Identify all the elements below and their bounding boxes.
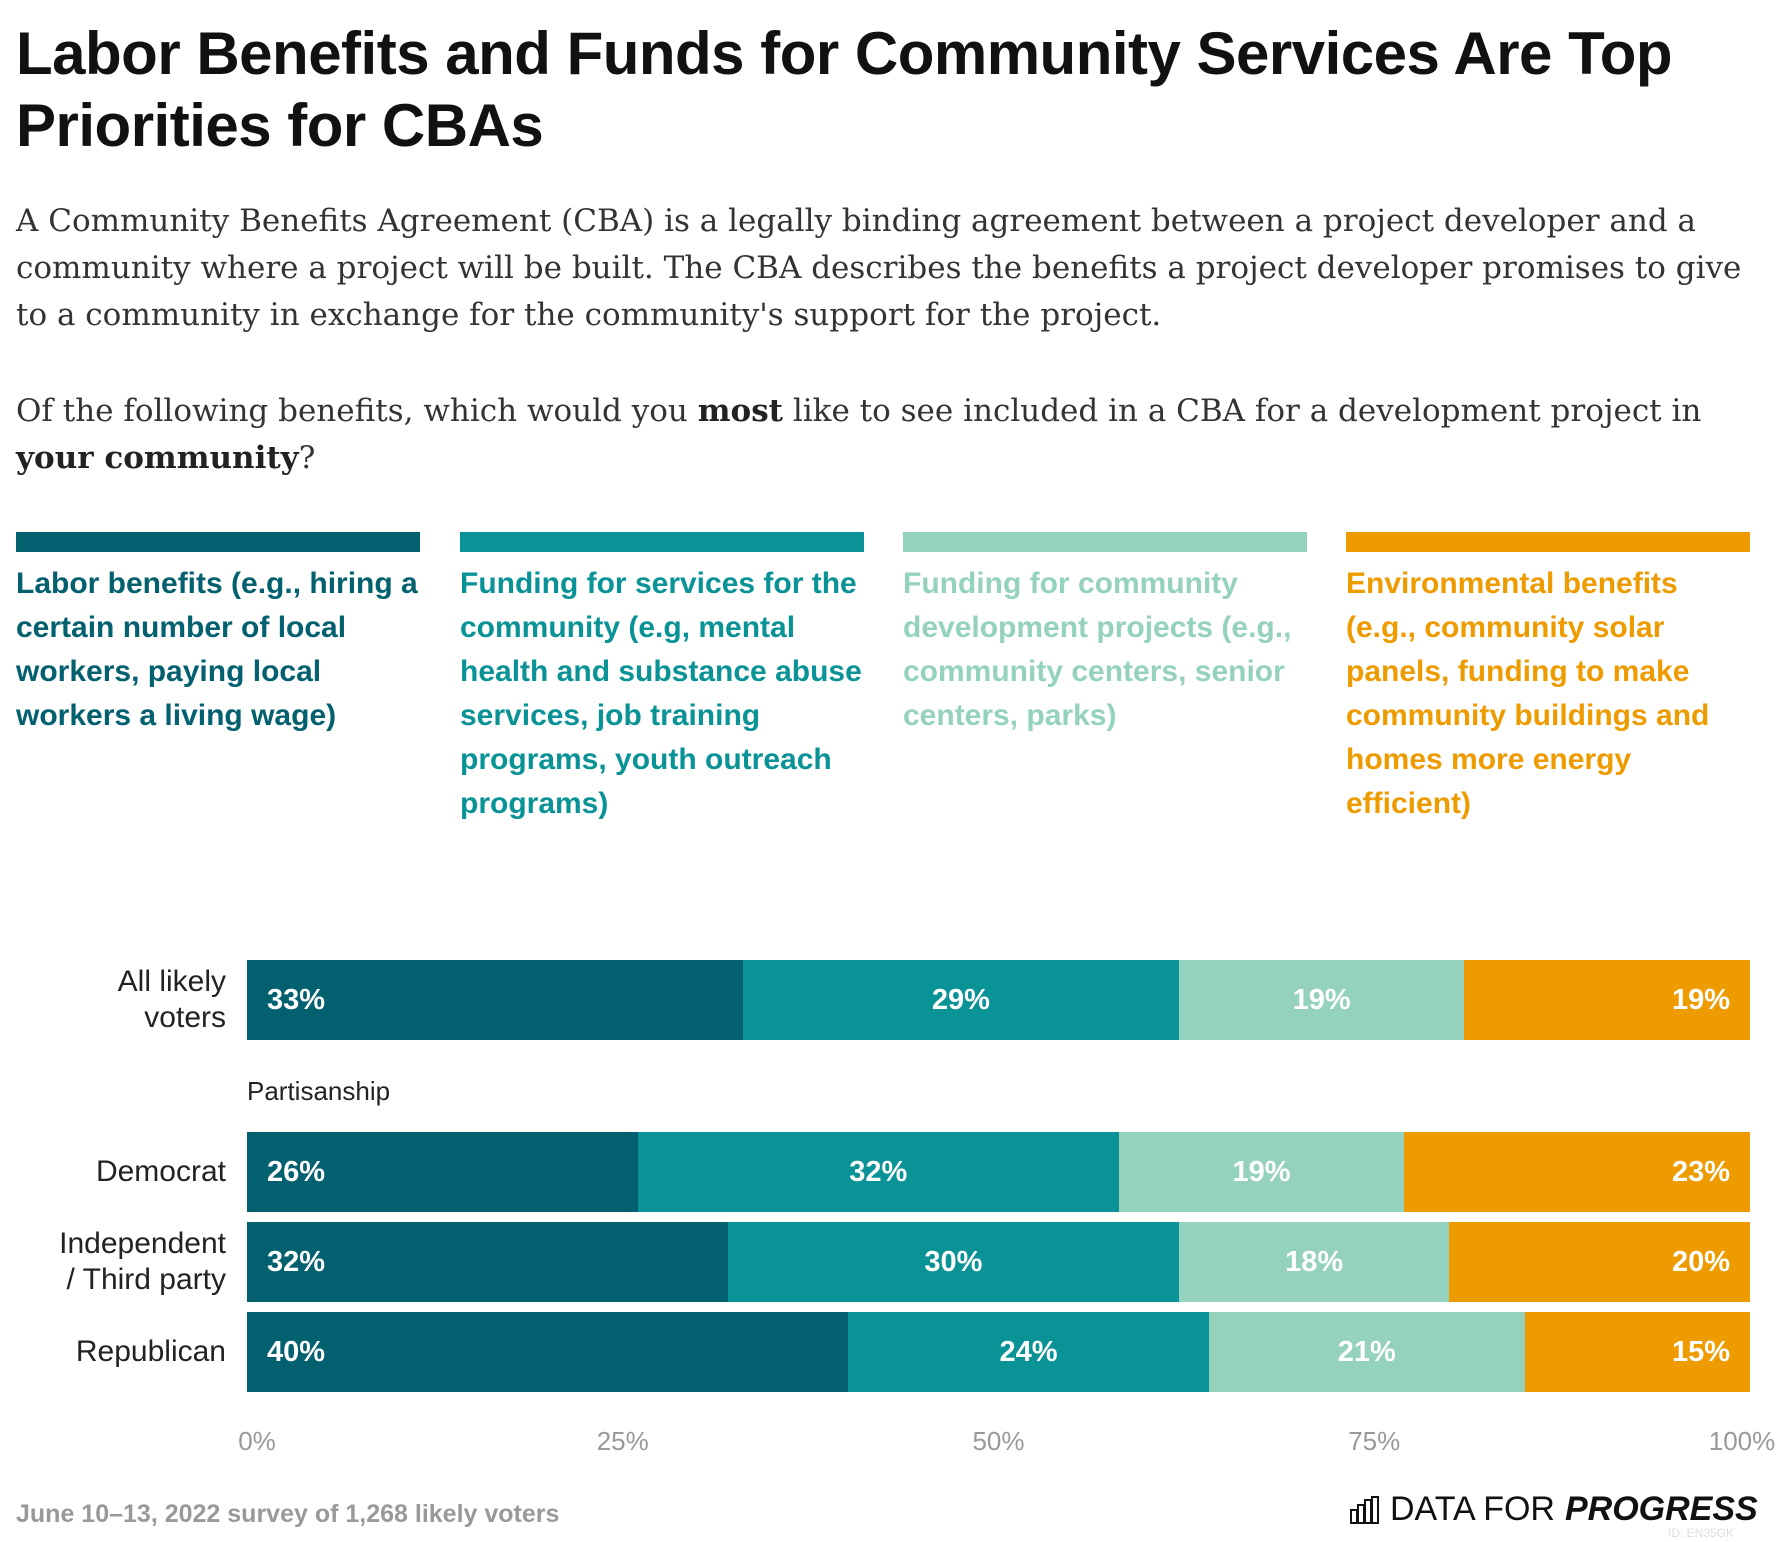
- bar-segment: [848, 1312, 1210, 1392]
- data-for-progress-logo: DATA FOR PROGRESS: [1350, 1490, 1758, 1529]
- bar-segment: [1404, 1132, 1751, 1212]
- legend-item: Funding for community development projec…: [903, 532, 1307, 738]
- bar-segment: [637, 1132, 1120, 1212]
- group-label: Partisanship: [247, 1076, 391, 1106]
- bar-segment: [742, 960, 1180, 1040]
- logo-text: DATA FOR: [1390, 1490, 1555, 1528]
- legend-item: Environmental benefits (e.g., community …: [1346, 532, 1750, 826]
- x-tick-label: 25%: [596, 1426, 649, 1456]
- bar-chart-icon: [1350, 1495, 1379, 1524]
- data-label: 29%: [931, 984, 990, 1016]
- x-tick-label: 0%: [238, 1426, 276, 1456]
- data-label: 20%: [1671, 1246, 1730, 1278]
- data-label: 19%: [1232, 1156, 1291, 1188]
- bar-segment: [1178, 960, 1465, 1040]
- x-tick-label: 50%: [972, 1426, 1025, 1456]
- bar-segment: [727, 1222, 1180, 1302]
- source-note: June 10–13, 2022 survey of 1,268 likely …: [16, 1500, 560, 1528]
- data-label: 33%: [267, 984, 326, 1016]
- chart-id: ID: EN35GK: [1668, 1526, 1735, 1540]
- data-label: 32%: [849, 1156, 908, 1188]
- data-label: 23%: [1671, 1156, 1730, 1188]
- category-label: All likely voters: [117, 965, 226, 1034]
- bar-segment: [1449, 1222, 1751, 1302]
- legend-swatch: [16, 532, 420, 552]
- data-label: 19%: [1292, 984, 1351, 1016]
- legend-swatch: [460, 532, 864, 552]
- category-label: Democrat: [95, 1155, 226, 1188]
- legend-item: Funding for services for the community (…: [460, 532, 864, 826]
- survey-question: Of the following benefits, which would y…: [16, 388, 1776, 482]
- legend-label: Labor benefits (e.g., hiring a certain n…: [16, 567, 418, 732]
- data-label: 19%: [1671, 984, 1730, 1016]
- question-text: Of the following benefits, which would y…: [16, 393, 698, 429]
- category-label: Independent / Third party: [59, 1227, 226, 1296]
- bar-segment: [247, 1312, 849, 1392]
- bar-segment: [1208, 1312, 1526, 1392]
- bar-segment: [1178, 1222, 1450, 1302]
- legend-label: Environmental benefits (e.g., community …: [1346, 567, 1710, 820]
- legend-swatch: [903, 532, 1307, 552]
- x-tick-label: 100%: [1708, 1426, 1776, 1456]
- data-label: 24%: [999, 1336, 1058, 1368]
- bar-segment: [247, 1132, 639, 1212]
- legend-label: Funding for community development projec…: [903, 567, 1292, 732]
- data-label: 18%: [1285, 1246, 1344, 1278]
- legend-swatch: [1346, 532, 1750, 552]
- question-emphasis: most: [697, 393, 783, 429]
- bar-segment: [247, 960, 744, 1040]
- data-label: 30%: [924, 1246, 983, 1278]
- logo-text-bold: PROGRESS: [1564, 1490, 1758, 1528]
- data-label: 26%: [267, 1156, 326, 1188]
- data-label: 15%: [1671, 1336, 1730, 1368]
- data-label: 40%: [267, 1336, 326, 1368]
- chart-subtitle: A Community Benefits Agreement (CBA) is …: [16, 203, 1742, 333]
- legend-item: Labor benefits (e.g., hiring a certain n…: [16, 532, 420, 738]
- question-emphasis: your community: [16, 440, 299, 476]
- chart-title: Labor Benefits and Funds for Community S…: [16, 20, 1673, 159]
- legend-label: Funding for services for the community (…: [460, 567, 862, 820]
- bar-segment: [1464, 960, 1751, 1040]
- question-text: ?: [298, 440, 316, 476]
- category-label: Republican: [75, 1335, 226, 1368]
- bar-segment: [247, 1222, 729, 1302]
- data-label: 32%: [267, 1246, 326, 1278]
- x-tick-label: 75%: [1348, 1426, 1401, 1456]
- bar-segment: [1118, 1132, 1405, 1212]
- data-label: 21%: [1337, 1336, 1396, 1368]
- question-text: like to see included in a CBA for a deve…: [782, 393, 1702, 429]
- bar-segment: [1524, 1312, 1751, 1392]
